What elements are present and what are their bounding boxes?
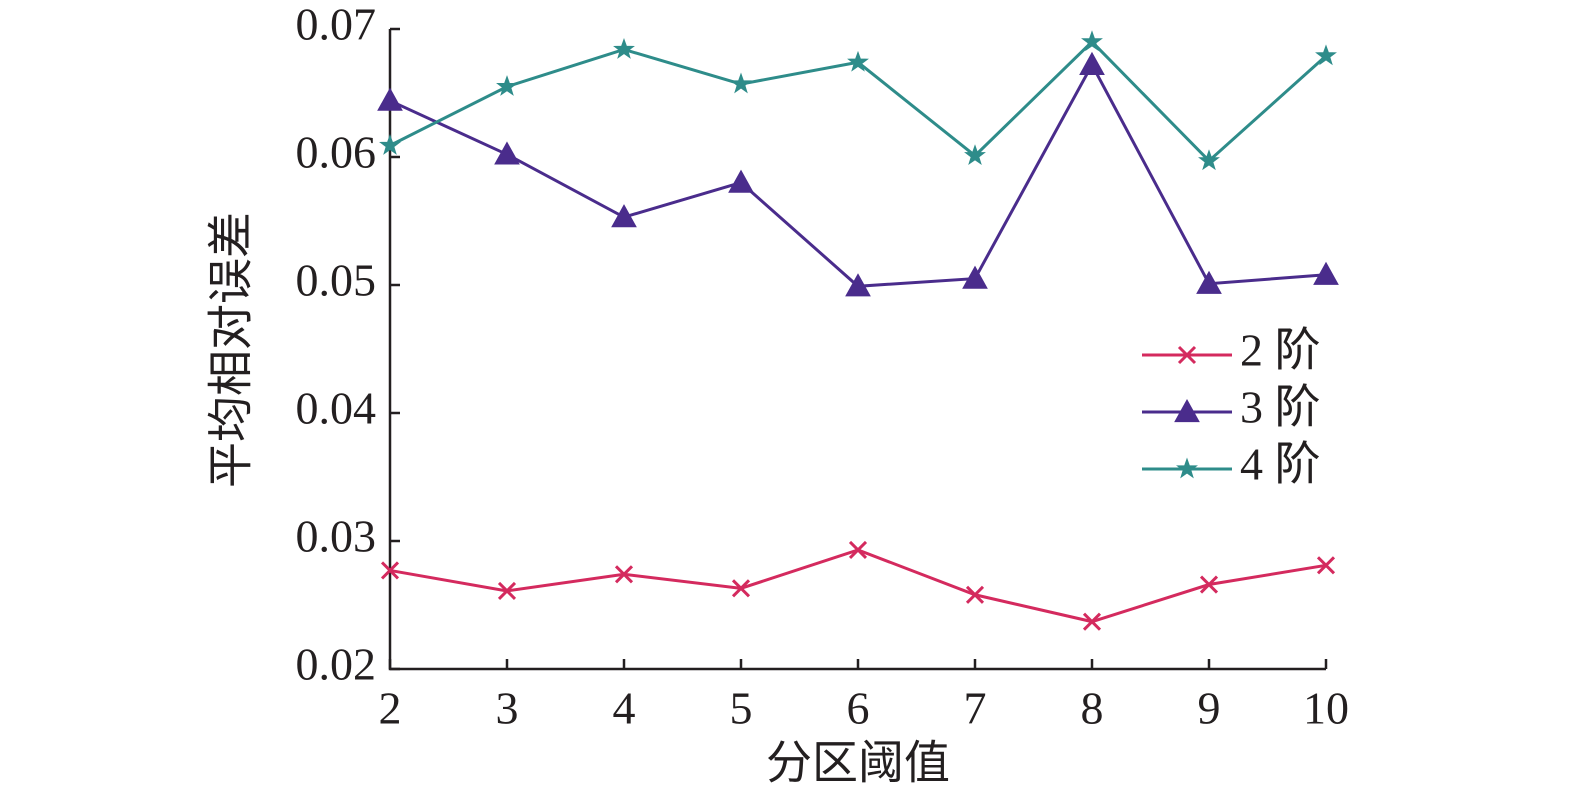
x-tick-label: 6 <box>847 683 870 734</box>
x-tick-label: 3 <box>496 683 519 734</box>
point-marker <box>613 38 635 59</box>
point-marker <box>731 579 751 598</box>
x-tick-label: 5 <box>730 683 753 734</box>
point-marker <box>965 585 985 604</box>
x-axis-label: 分区阈值 <box>766 738 950 789</box>
y-tick-label: 0.06 <box>296 127 377 178</box>
point-marker <box>1082 612 1102 631</box>
legend-marker <box>1176 457 1198 479</box>
point-marker <box>377 87 403 111</box>
point-marker <box>494 141 520 165</box>
series-line <box>389 548 1327 624</box>
y-tick-label: 0.04 <box>296 383 377 434</box>
point-marker <box>845 273 871 297</box>
legend-marker <box>1174 398 1200 423</box>
point-marker <box>1198 149 1220 171</box>
point-marker <box>1199 575 1219 594</box>
point-marker <box>380 561 400 580</box>
point-marker <box>1316 556 1336 575</box>
x-tick-label: 4 <box>613 683 636 734</box>
point-marker <box>1313 261 1339 285</box>
point-marker <box>964 144 986 166</box>
y-tick-label: 0.02 <box>296 639 377 690</box>
y-tick-label: 0.07 <box>296 0 377 50</box>
y-tick-label: 0.05 <box>296 255 377 306</box>
y-tick-label: 0.03 <box>296 511 377 562</box>
point-marker <box>379 134 401 155</box>
axes <box>388 29 1326 671</box>
point-marker <box>1196 270 1222 294</box>
point-marker <box>962 265 988 289</box>
point-marker <box>496 75 518 96</box>
point-marker <box>847 50 869 72</box>
point-marker <box>614 565 634 584</box>
point-marker <box>730 72 752 94</box>
x-tick-label: 2 <box>379 683 402 734</box>
x-tick-label: 10 <box>1303 683 1349 734</box>
legend-label: 2 阶 <box>1240 325 1321 376</box>
point-marker <box>1081 30 1103 52</box>
point-marker <box>1315 44 1337 66</box>
x-tick-label: 8 <box>1081 683 1104 734</box>
x-tick-label: 7 <box>964 683 987 734</box>
legend-label: 4 阶 <box>1240 439 1321 490</box>
series-line <box>389 61 1327 288</box>
x-tick-label: 9 <box>1198 683 1221 734</box>
point-marker <box>728 169 754 193</box>
point-marker <box>848 540 868 560</box>
point-marker <box>611 204 637 228</box>
legend-marker <box>1177 345 1197 365</box>
legend-label: 3 阶 <box>1240 382 1321 433</box>
point-marker <box>1079 51 1105 75</box>
y-axis-label: 平均相对误差 <box>206 212 257 488</box>
point-marker <box>497 581 517 600</box>
